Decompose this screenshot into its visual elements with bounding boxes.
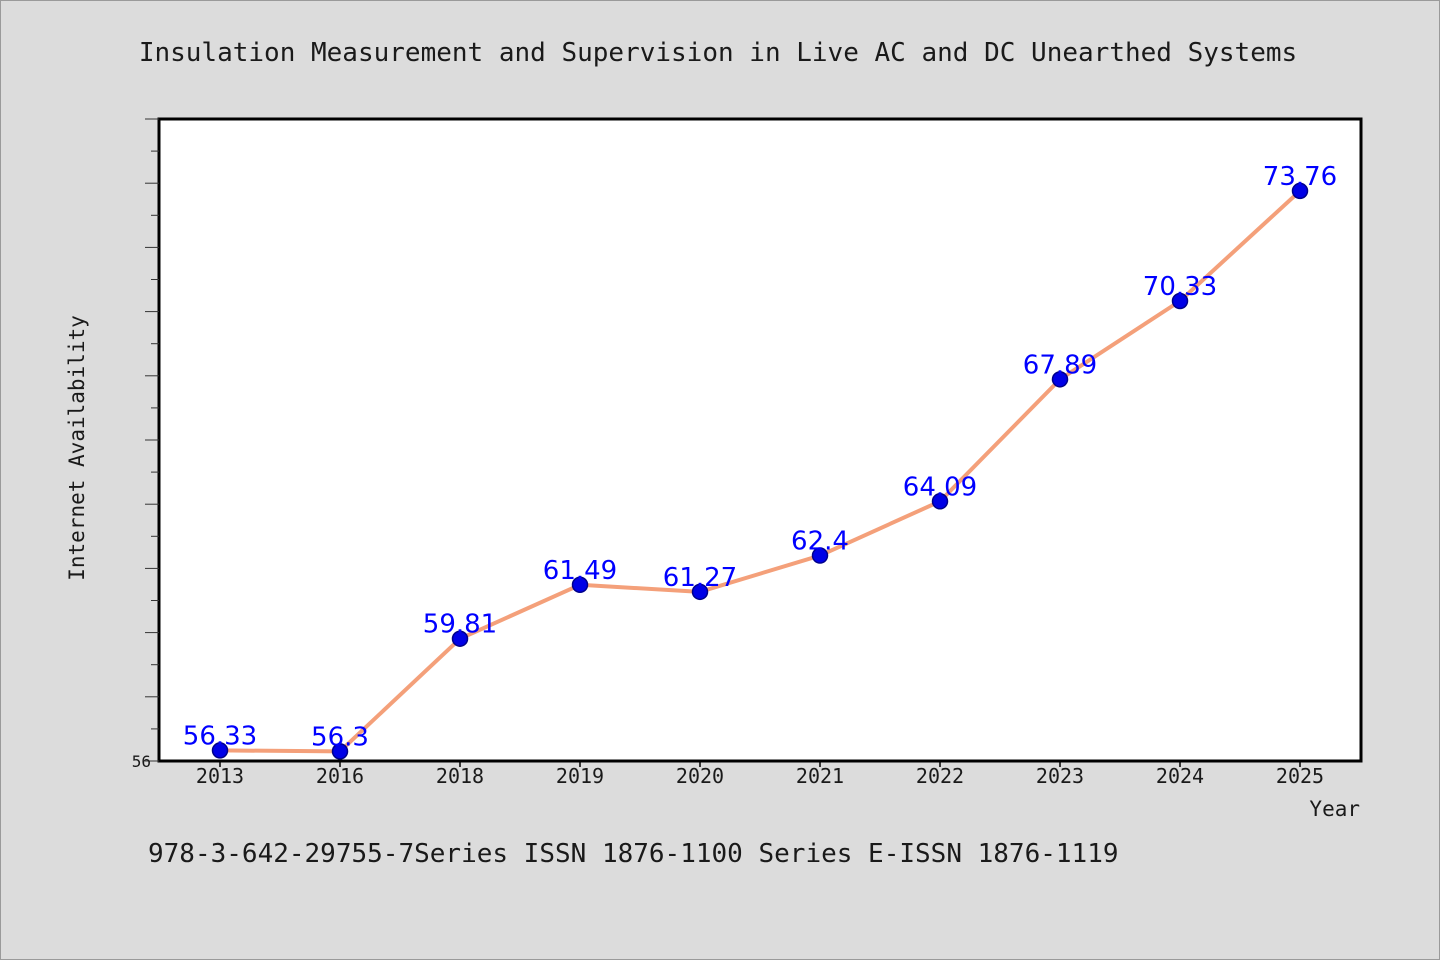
data-point [451, 630, 469, 647]
data-point [331, 743, 349, 760]
data-point [811, 547, 829, 564]
x-tick-label: 2025 [1276, 764, 1324, 788]
data-label-layer: 56.33 56.3 59.81 61.49 61.27 62.4 64.09 67.89 70… [183, 162, 1337, 752]
y-tick-label: 56 [132, 752, 151, 771]
data-label: 70.33 [1143, 272, 1217, 302]
data-point [1291, 182, 1309, 200]
x-tick-label: 2023 [1036, 764, 1084, 788]
plot-area [157, 117, 1363, 763]
x-tick-label: 2020 [676, 764, 724, 788]
x-tick-label: 2021 [796, 764, 844, 788]
data-label: 56.3 [311, 722, 369, 752]
x-axis-label: Year [1309, 797, 1360, 821]
data-point [211, 742, 229, 759]
data-label: 59.81 [423, 610, 497, 640]
x-axis: 2013 2016 2018 2019 2020 2021 2022 2023 2024 2025 [196, 761, 1324, 788]
marker-layer [211, 182, 1309, 760]
data-label: 67.89 [1023, 350, 1097, 380]
data-label: 61.27 [663, 563, 737, 593]
footer-isbn-text: 978-3-642-29755-7Series ISSN 1876-1100 S… [148, 839, 1119, 869]
data-point [1171, 292, 1189, 310]
series-line [219, 189, 1302, 754]
x-tick-label: 2018 [436, 764, 484, 788]
chart-title: Insulation Measurement and Supervision i… [139, 38, 1297, 68]
x-tick-label: 2013 [196, 764, 244, 788]
data-label: 56.33 [183, 721, 257, 751]
data-point [571, 576, 589, 594]
x-tick-label: 2022 [916, 764, 964, 788]
x-tick-label: 2016 [316, 764, 364, 788]
y-axis: 56 [132, 118, 159, 771]
data-point [1051, 371, 1069, 388]
series-layer [219, 189, 1302, 754]
data-label: 62.4 [791, 527, 849, 557]
data-point [691, 583, 709, 601]
x-tick-label: 2024 [1156, 764, 1204, 788]
data-label: 64.09 [903, 472, 977, 502]
y-axis-label: Internet Availability [65, 315, 89, 581]
data-label: 61.49 [543, 556, 617, 586]
data-label: 73.76 [1263, 162, 1337, 192]
data-point [931, 493, 949, 510]
x-tick-label: 2019 [556, 764, 604, 788]
